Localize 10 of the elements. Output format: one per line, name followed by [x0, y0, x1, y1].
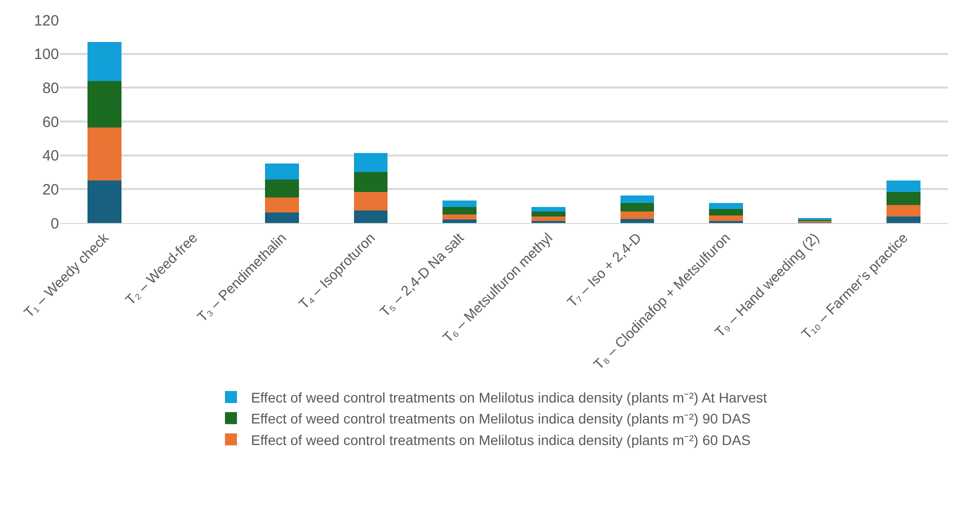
legend-label: Effect of weed control treatments on Melilotus indica density (plants m⁻²) 90 DAS [250, 410, 751, 427]
y-tick-label: 120 [34, 12, 59, 30]
legend-label: Effect of weed control treatments on Melilotus indica density (plants m⁻²) At Harvest [250, 389, 768, 406]
y-tick-label: 100 [34, 46, 59, 64]
y-tick-label: 20 [42, 181, 59, 198]
legend-label: Effect of weed control treatments on Melilotus indica density (plants m⁻²) 60 DAS [250, 432, 751, 448]
y-tick-label: 60 [42, 114, 59, 131]
y-tick-label: 0 [50, 215, 59, 232]
y-tick-label: 80 [42, 80, 59, 97]
y-tick-label: 40 [42, 148, 59, 165]
